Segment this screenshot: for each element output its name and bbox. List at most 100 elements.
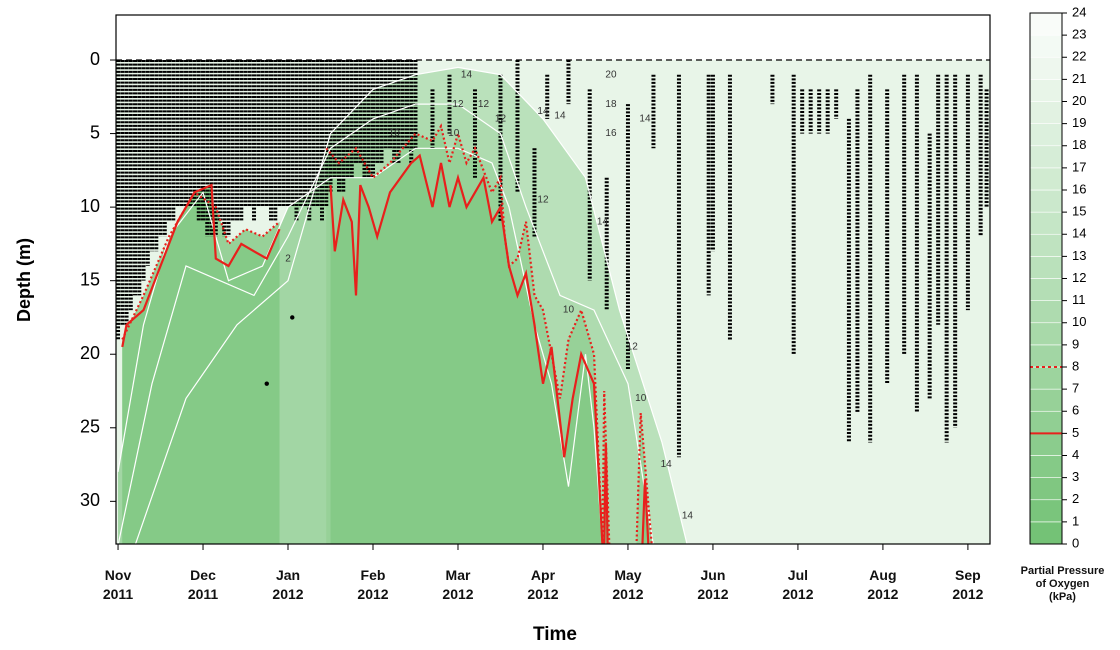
colorbar-cell <box>1029 388 1063 412</box>
x-tick-label: Sep 2012 <box>952 567 984 602</box>
contour-line <box>117 147 603 544</box>
colorbar-tick-label: 3 <box>1072 469 1079 484</box>
contour-label: 12 <box>627 342 639 353</box>
contour-label: 12 <box>537 194 549 205</box>
y-tick-label: 30 <box>80 490 100 510</box>
colorbar-cell <box>1029 34 1063 58</box>
colorbar-tick-label: 11 <box>1072 292 1086 307</box>
contour-label: 10 <box>635 393 647 404</box>
colorbar-tick-label: 13 <box>1072 248 1086 263</box>
colorbar-tick-label: 24 <box>1072 4 1086 19</box>
y-tick-label: 10 <box>80 196 100 216</box>
colorbar-cell <box>1029 56 1063 80</box>
colorbar-tick-label: 22 <box>1072 49 1086 64</box>
colorbar-tick-label: 0 <box>1072 535 1079 550</box>
colorbar-cell <box>1029 477 1063 501</box>
y-axis-title: Depth (m) <box>14 238 34 322</box>
y-tick-label: 15 <box>80 269 100 289</box>
colorbar-cell <box>1029 167 1063 191</box>
colorbar-frame <box>1029 12 1063 545</box>
colorbar-tick-label: 1 <box>1072 513 1079 528</box>
colorbar-cell <box>1029 322 1063 346</box>
contour-label: 10 <box>448 128 460 139</box>
x-tick-label: Jul 2012 <box>782 567 814 602</box>
colorbar-cell <box>1029 499 1063 523</box>
colorbar-tick-label: 23 <box>1072 27 1086 42</box>
colorbar-tick-label: 9 <box>1072 336 1079 351</box>
contour-line <box>603 442 609 544</box>
contour-label: 14 <box>639 113 651 124</box>
contour-line <box>641 479 650 544</box>
x-tick-label: Nov 2011 <box>102 567 134 602</box>
y-tick-label: 5 <box>90 122 100 142</box>
colorbar-cell <box>1029 433 1063 456</box>
colorbar-tick-label: 18 <box>1072 137 1086 152</box>
contour-label: 18 <box>605 99 617 110</box>
colorbar-cell <box>1029 410 1063 434</box>
x-tick-label: May 2012 <box>612 567 644 602</box>
colorbar-cell <box>1029 455 1063 478</box>
colorbar-tick-label: 5 <box>1072 425 1079 440</box>
contour-fill <box>122 185 280 544</box>
contour-label: 2 <box>285 253 291 264</box>
colorbar-tick-label: 6 <box>1072 403 1079 418</box>
contour-label: 20 <box>605 69 617 80</box>
colorbar-tick-label: 20 <box>1072 93 1086 108</box>
contour-label: 10 <box>563 305 575 316</box>
contour-label: 14 <box>597 216 609 227</box>
colorbar-tick-label: 17 <box>1072 159 1086 174</box>
contour-line <box>134 66 688 544</box>
contour-label: 12 <box>452 99 464 110</box>
colorbar-tick-label: 4 <box>1072 447 1079 462</box>
x-tick-label: Feb 2012 <box>357 567 389 602</box>
colorbar-tick-label: 12 <box>1072 270 1086 285</box>
contour-label: 16 <box>605 128 617 139</box>
x-tick-label: Dec 2011 <box>187 567 219 602</box>
colorbar-cell <box>1029 12 1063 36</box>
colorbar-cell <box>1029 79 1063 102</box>
y-tick-label: 20 <box>80 343 100 363</box>
x-tick-label: Mar 2012 <box>442 567 474 602</box>
contour-label: 14 <box>661 459 673 470</box>
y-tick-label: 0 <box>90 49 100 69</box>
x-tick-label: Jan 2012 <box>272 567 304 602</box>
colorbar-tick-label: 8 <box>1072 358 1079 373</box>
x-axis-title: Time <box>533 624 577 645</box>
contour-line <box>325 123 604 544</box>
contour-line <box>121 190 281 340</box>
detection <box>264 381 269 386</box>
contour-label: 14 <box>554 111 566 122</box>
colorbar-tick-label: 15 <box>1072 204 1086 219</box>
detection <box>290 315 295 320</box>
plot-frame <box>115 14 991 545</box>
colorbar-cell <box>1029 211 1063 235</box>
contour-line <box>635 413 653 544</box>
contour-label: 12 <box>495 113 507 124</box>
colorbar-title: Partial Pressure of Oxygen (kPa) <box>1020 565 1105 603</box>
contour-label: 14 <box>461 69 473 80</box>
contour-label: 14 <box>537 106 549 117</box>
x-tick-label: Jun 2012 <box>697 567 729 602</box>
colorbar-tick-label: 2 <box>1072 491 1079 506</box>
colorbar-tick-label: 19 <box>1072 115 1086 130</box>
contour-line <box>121 183 281 348</box>
colorbar-cell <box>1029 189 1063 213</box>
contour-label: 12 <box>478 99 490 110</box>
colorbar-cell <box>1029 101 1063 124</box>
contour-line <box>117 103 654 544</box>
colorbar-tick-label: 16 <box>1072 181 1086 196</box>
colorbar-cell <box>1029 278 1063 301</box>
colorbar-tick-label: 7 <box>1072 381 1079 396</box>
colorbar-cell <box>1029 233 1063 257</box>
y-tick-label: 25 <box>80 417 100 437</box>
x-tick-label: Apr 2012 <box>527 567 559 602</box>
colorbar-cell <box>1029 256 1063 279</box>
colorbar-cell <box>1029 300 1063 324</box>
colorbar-tick-label: 21 <box>1072 71 1086 86</box>
contour-fill <box>330 155 603 544</box>
colorbar-tick-label: 10 <box>1072 314 1086 329</box>
contour-line <box>329 153 604 544</box>
colorbar-tick-label: 14 <box>1072 226 1086 241</box>
